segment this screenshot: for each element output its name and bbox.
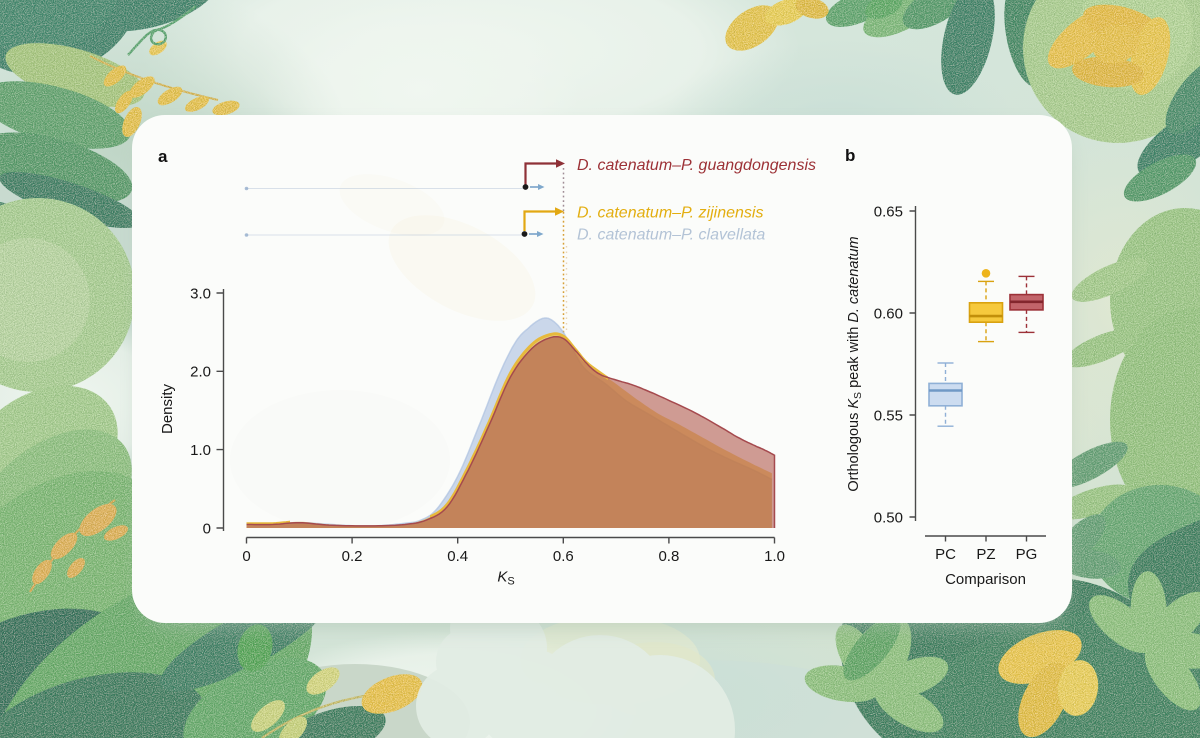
svg-text:PC: PC xyxy=(935,546,956,563)
svg-text:Density: Density xyxy=(159,383,176,434)
svg-text:D. catenatum–P. guangdongensis: D. catenatum–P. guangdongensis xyxy=(577,157,816,174)
svg-text:1.0: 1.0 xyxy=(764,548,785,565)
svg-text:0.8: 0.8 xyxy=(658,548,679,565)
svg-text:Comparison: Comparison xyxy=(945,571,1026,588)
svg-text:0.6: 0.6 xyxy=(553,548,574,565)
svg-text:0: 0 xyxy=(203,520,211,537)
svg-text:0.50: 0.50 xyxy=(874,509,903,526)
svg-text:Orthologous KS peak with D. ca: Orthologous KS peak with D. catenatum xyxy=(846,236,864,491)
svg-text:0.65: 0.65 xyxy=(874,203,903,220)
svg-text:D. catenatum–P. clavellata: D. catenatum–P. clavellata xyxy=(577,227,765,244)
svg-text:2.0: 2.0 xyxy=(190,364,211,381)
svg-text:0.60: 0.60 xyxy=(874,305,903,322)
svg-text:D. catenatum–P. zijinensis: D. catenatum–P. zijinensis xyxy=(577,205,763,222)
svg-text:1.0: 1.0 xyxy=(190,442,211,459)
svg-text:b: b xyxy=(845,146,855,165)
svg-text:0: 0 xyxy=(242,548,250,565)
svg-text:PG: PG xyxy=(1016,546,1038,563)
svg-text:0.4: 0.4 xyxy=(447,548,468,565)
svg-text:PZ: PZ xyxy=(976,546,995,563)
svg-text:0.2: 0.2 xyxy=(342,548,363,565)
svg-text:3.0: 3.0 xyxy=(190,285,211,302)
svg-text:0.55: 0.55 xyxy=(874,407,903,424)
svg-text:a: a xyxy=(158,147,168,166)
